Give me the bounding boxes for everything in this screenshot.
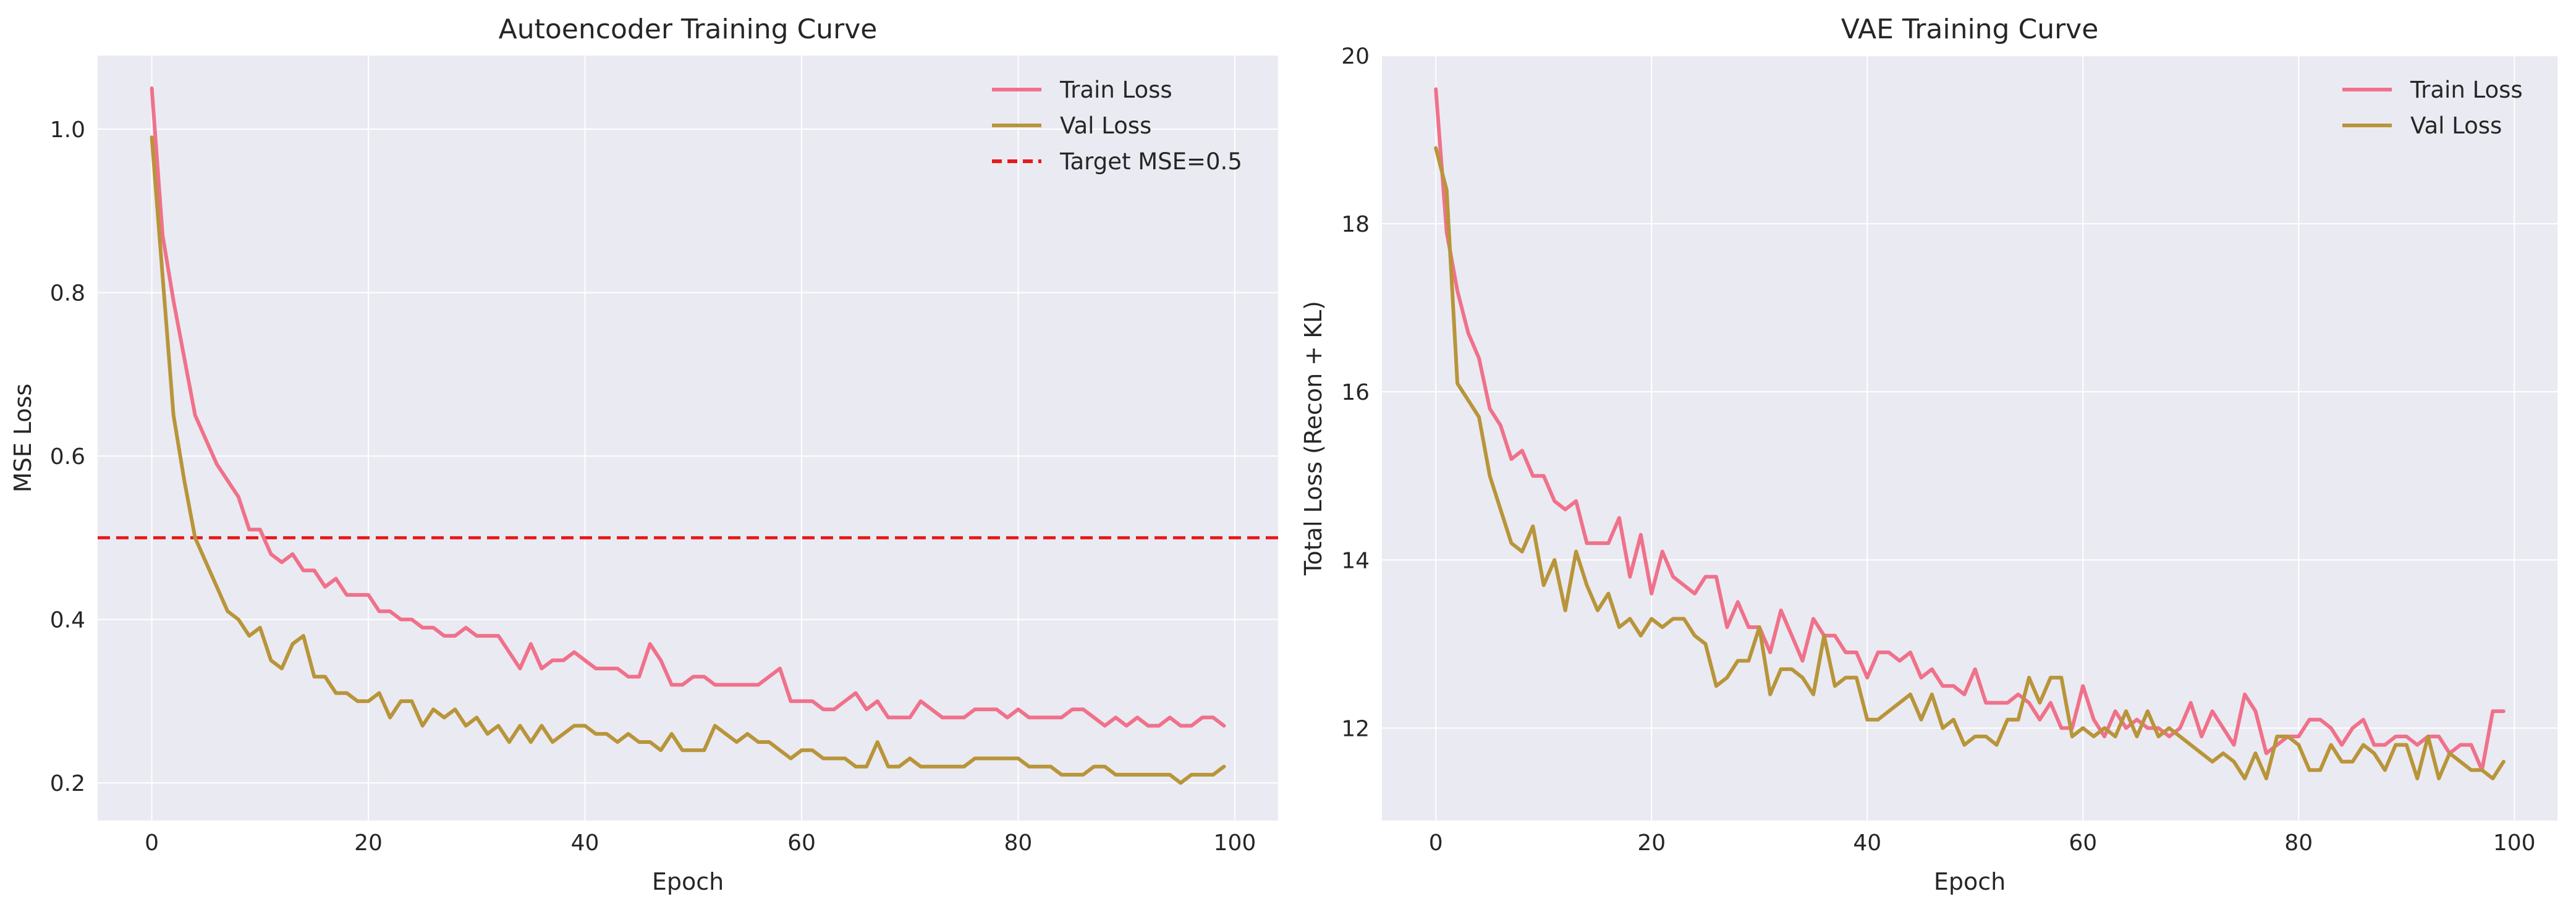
y-tick-label: 0.6 bbox=[50, 444, 85, 470]
chart-title: VAE Training Curve bbox=[1841, 14, 2099, 45]
vae-panel: VAE Training Curve 0 20 40 60 80 100 12 14 16 18 2… bbox=[1300, 14, 2557, 895]
tick-labels: 0 20 40 60 80 100 0.2 0.4 0.6 0.8 1.0 bbox=[50, 117, 1256, 856]
y-tick-label: 16 bbox=[1341, 380, 1370, 405]
y-tick-label: 1.0 bbox=[50, 117, 85, 143]
legend-label-train-loss: Train Loss bbox=[1059, 77, 1172, 103]
legend-label-target: Target MSE=0.5 bbox=[1059, 148, 1242, 175]
y-tick-label: 0.2 bbox=[50, 771, 85, 796]
y-tick-label: 18 bbox=[1341, 212, 1370, 237]
x-tick-label: 80 bbox=[1004, 830, 1033, 856]
x-tick-label: 100 bbox=[1214, 830, 1256, 856]
y-axis-label: MSE Loss bbox=[9, 384, 36, 492]
x-tick-label: 20 bbox=[354, 830, 383, 856]
grid bbox=[98, 56, 1278, 821]
legend: Train Loss Val Loss Target MSE=0.5 bbox=[992, 77, 1242, 175]
plot-area bbox=[1382, 56, 2557, 821]
y-tick-label: 0.4 bbox=[50, 608, 85, 633]
legend-label-train-loss: Train Loss bbox=[2410, 77, 2523, 103]
y-axis-label: Total Loss (Recon + KL) bbox=[1300, 301, 1327, 576]
y-tick-label: 0.8 bbox=[50, 281, 85, 306]
series-line-val-loss bbox=[150, 135, 1226, 785]
y-tick-label: 20 bbox=[1341, 44, 1370, 69]
tick-labels: 0 20 40 60 80 100 12 14 16 18 20 bbox=[1341, 44, 2535, 856]
x-tick-label: 0 bbox=[1429, 830, 1443, 856]
x-axis-label: Epoch bbox=[1934, 868, 2006, 895]
series-layer bbox=[1434, 87, 2506, 780]
x-tick-label: 40 bbox=[1853, 830, 1881, 856]
series-line-val-loss bbox=[1434, 146, 2506, 780]
x-tick-label: 80 bbox=[2284, 830, 2313, 856]
autoencoder-panel: Autoencoder Training Curve 0 20 40 60 80 1000… bbox=[9, 14, 1278, 895]
x-tick-label: 0 bbox=[145, 830, 159, 856]
grid bbox=[1382, 55, 2557, 821]
legend-label-val-loss: Val Loss bbox=[2410, 112, 2502, 139]
plot-area bbox=[98, 56, 1278, 821]
series-line-train-loss bbox=[1434, 87, 2506, 772]
x-tick-label: 60 bbox=[787, 830, 816, 856]
y-tick-label: 12 bbox=[1341, 716, 1370, 741]
series-line-train-loss bbox=[150, 86, 1226, 728]
series-layer bbox=[150, 86, 1226, 785]
x-tick-label: 60 bbox=[2069, 830, 2097, 856]
x-axis-label: Epoch bbox=[652, 868, 724, 895]
legend: Train Loss Val Loss bbox=[2342, 77, 2523, 139]
x-tick-label: 40 bbox=[571, 830, 600, 856]
x-tick-label: 20 bbox=[1637, 830, 1666, 856]
chart-title: Autoencoder Training Curve bbox=[499, 14, 878, 45]
x-tick-label: 100 bbox=[2493, 830, 2536, 856]
legend-label-val-loss: Val Loss bbox=[1060, 112, 1151, 139]
y-tick-label: 14 bbox=[1341, 548, 1370, 573]
